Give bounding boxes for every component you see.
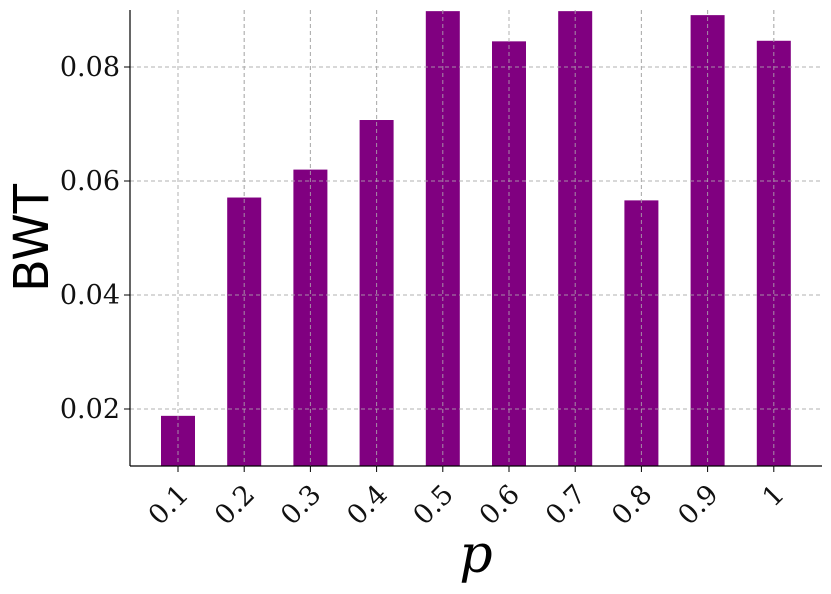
y-axis-label: BWT [4,183,60,292]
y-tick-label: 0.04 [60,280,120,311]
x-tick-label: 0.7 [540,479,592,531]
x-ticks: 0.1 0.2 0.3 0.4 0.5 0.6 0.7 0.8 0.9 1 [143,466,791,531]
x-tick-label: 0.9 [672,479,724,531]
x-tick-label: 0.6 [474,479,526,531]
y-tick-label: 0.06 [60,166,120,197]
x-tick-label: 0.3 [275,479,327,531]
bars-layer [161,11,791,466]
y-tick-label: 0.08 [60,52,120,83]
x-tick-label: 0.8 [606,479,658,531]
y-tick-label: 0.02 [60,394,120,425]
x-tick-label: 1 [757,479,791,513]
x-tick-label: 0.4 [341,479,393,531]
grid-overlay [130,10,822,466]
x-tick-label: 0.1 [143,479,195,531]
x-tick-label: 0.2 [209,479,261,531]
y-ticks: 0.02 0.04 0.06 0.08 [60,52,130,425]
x-axis-label: p [459,525,492,585]
axes-layer [129,10,822,467]
x-tick-label: 0.5 [407,479,459,531]
